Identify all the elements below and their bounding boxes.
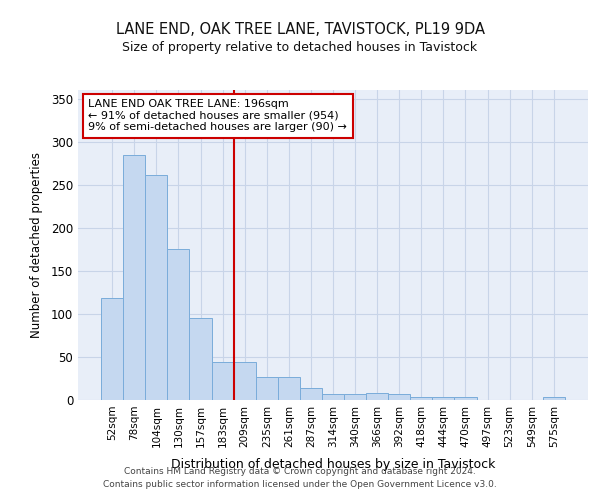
Text: LANE END, OAK TREE LANE, TAVISTOCK, PL19 9DA: LANE END, OAK TREE LANE, TAVISTOCK, PL19… (115, 22, 485, 38)
Bar (233, 362, 256, 400)
Text: LANE END OAK TREE LANE: 196sqm
← 91% of detached houses are smaller (954)
9% of : LANE END OAK TREE LANE: 196sqm ← 91% of … (88, 100, 347, 132)
Bar (101, 298, 123, 400)
Bar (454, 396, 476, 400)
Bar (543, 398, 565, 400)
Bar (123, 156, 145, 400)
Bar (322, 394, 344, 400)
Bar (300, 388, 322, 400)
Bar (278, 377, 300, 400)
Bar (344, 394, 366, 400)
Text: Size of property relative to detached houses in Tavistock: Size of property relative to detached ho… (122, 41, 478, 54)
Y-axis label: Number of detached properties: Number of detached properties (29, 152, 43, 338)
Bar (145, 176, 167, 400)
Text: Contains public sector information licensed under the Open Government Licence v3: Contains public sector information licen… (103, 480, 497, 489)
Bar (433, 396, 454, 400)
Text: Contains HM Land Registry data © Crown copyright and database right 2024.: Contains HM Land Registry data © Crown c… (124, 467, 476, 476)
Bar (190, 318, 212, 400)
Bar (212, 362, 233, 400)
Bar (366, 393, 388, 400)
Bar (388, 394, 410, 400)
Bar (256, 377, 278, 400)
Bar (167, 250, 190, 400)
X-axis label: Distribution of detached houses by size in Tavistock: Distribution of detached houses by size … (171, 458, 495, 471)
Bar (410, 396, 433, 400)
